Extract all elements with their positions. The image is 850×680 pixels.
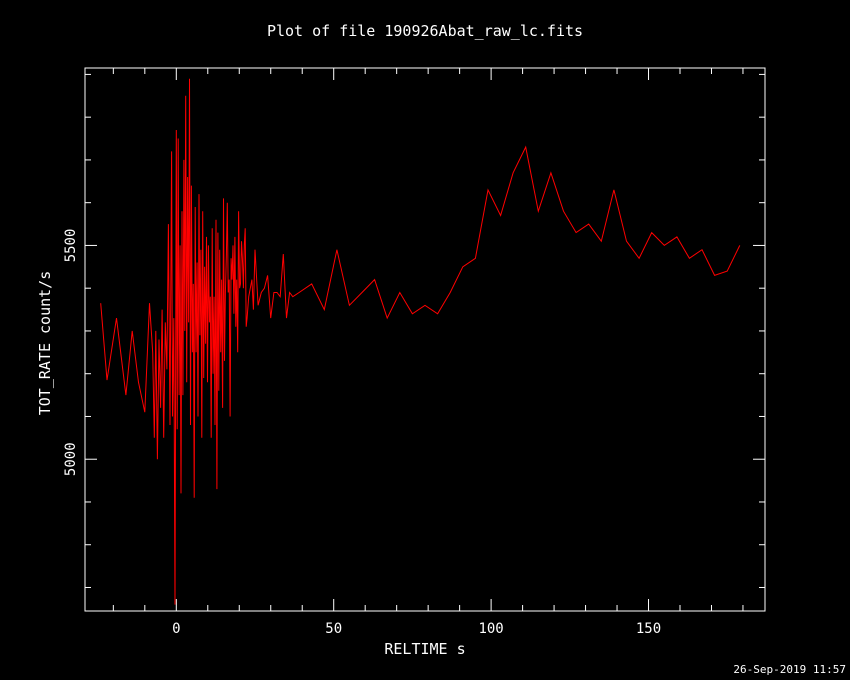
x-axis-label: RELTIME s bbox=[384, 640, 466, 658]
chart-title: Plot of file 190926Abat_raw_lc.fits bbox=[266, 22, 584, 40]
y-axis-label: TOT_RATE count/s bbox=[36, 270, 54, 416]
series-line bbox=[100, 78, 741, 605]
x-tick-label: 100 bbox=[478, 621, 503, 637]
axis-ticks bbox=[85, 68, 765, 611]
y-tick-label: 5500 bbox=[63, 229, 79, 263]
x-tick-label: 50 bbox=[325, 621, 342, 637]
tick-labels: 0 50 100 150 5000 5500 bbox=[63, 229, 661, 637]
timestamp: 26-Sep-2019 11:57 bbox=[733, 663, 846, 676]
x-tick-label: 0 bbox=[172, 621, 180, 637]
x-tick-label: 150 bbox=[636, 621, 661, 637]
plot-frame bbox=[84, 67, 766, 612]
y-tick-label: 5000 bbox=[63, 442, 79, 476]
